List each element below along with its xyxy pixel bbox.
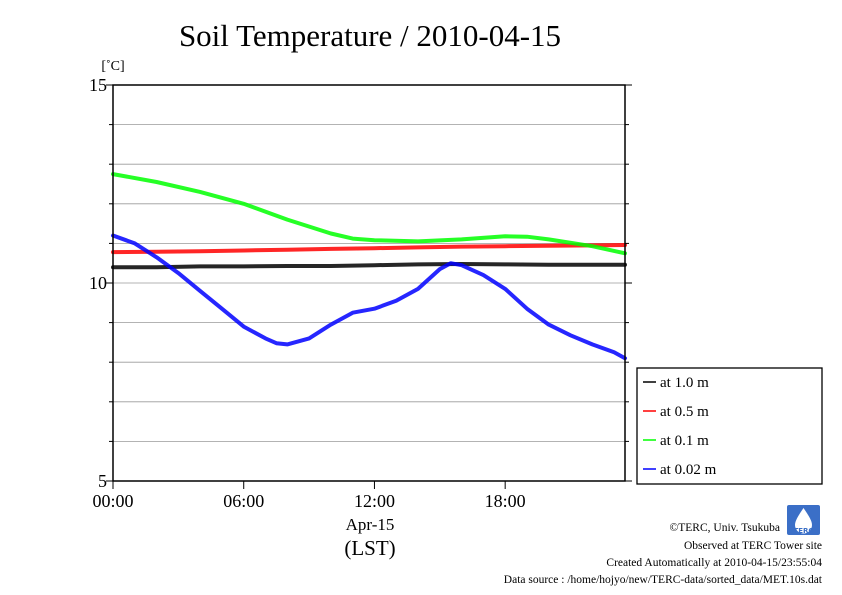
axis-ticks: 5 10 15 00:00 06:00 12:00 18:00: [89, 75, 632, 511]
legend-box: [636, 367, 823, 485]
legend-entry: at 0.1 m: [660, 433, 709, 449]
terc-logo-text: TERC: [793, 527, 813, 535]
y-tick-label: 15: [89, 75, 107, 95]
observed-text: Observed at TERC Tower site: [684, 540, 822, 552]
chart-title: Soil Temperature / 2010-04-15: [179, 18, 561, 53]
source-text: Data source : /home/hojyo/new/TERC-data/…: [504, 574, 823, 586]
series-line: [111, 243, 627, 255]
legend-entry: at 0.02 m: [660, 462, 717, 478]
legend-entry: at 0.5 m: [660, 404, 709, 420]
x-tick-label: 00:00: [92, 491, 133, 511]
x-date-label: Apr-15: [346, 515, 395, 534]
legend-entry: at 1.0 m: [660, 375, 709, 391]
copyright-text: ©TERC, Univ. Tsukuba: [670, 522, 780, 534]
legend: at 1.0 m at 0.5 m at 0.1 m at 0.02 m: [636, 367, 823, 485]
grid-lines: [113, 124, 625, 442]
series-line: [111, 172, 627, 256]
y-axis-label: [˚C]: [101, 59, 124, 74]
x-tick-label: 06:00: [223, 491, 264, 511]
water-drop-icon: [795, 508, 812, 534]
series-line: [111, 262, 627, 270]
y-tick-label: 5: [98, 471, 107, 491]
created-text: Created Automatically at 2010-04-15/23:5…: [606, 557, 822, 569]
x-tick-label: 18:00: [485, 491, 526, 511]
y-tick-label: 10: [89, 273, 107, 293]
terc-logo: TERC: [787, 505, 820, 535]
x-tick-label: 12:00: [354, 491, 395, 511]
x-axis-label: (LST): [344, 536, 395, 560]
series-line: [111, 233, 627, 361]
series-lines: [111, 172, 627, 361]
